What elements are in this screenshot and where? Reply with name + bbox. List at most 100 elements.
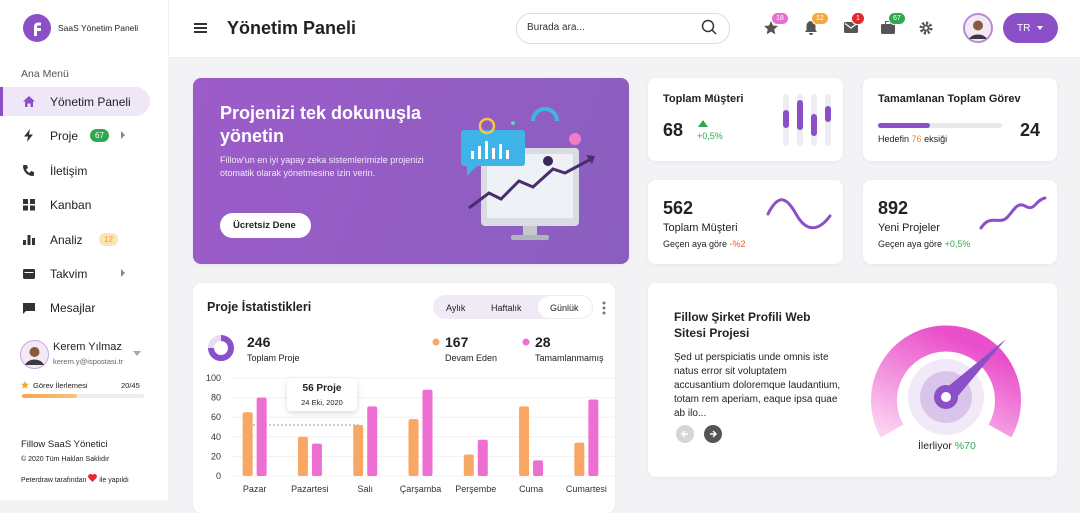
search-placeholder: Burada ara... [527, 22, 585, 33]
calendar-icon [23, 269, 35, 279]
section-title: Ana Menü [21, 68, 69, 80]
stat-note: Geçen aya göre -%2 [663, 239, 746, 249]
menu-item[interactable]: Kanban [50, 198, 92, 212]
language-label: TR [1017, 23, 1031, 34]
summary-label: Devam Eden [445, 353, 498, 363]
goal-note: Hedefin 76 eksiği [878, 134, 947, 144]
notification-badge: 18 [771, 12, 789, 25]
heart-icon [88, 474, 98, 482]
menu-item[interactable]: İletişim [50, 164, 88, 178]
tab[interactable]: Haftalık [491, 303, 522, 313]
brand: SaaS Yönetim Paneli [58, 23, 139, 33]
credit-text: Peterdraw tarafından [21, 477, 87, 484]
progress-fill [22, 394, 77, 398]
search-icon[interactable] [701, 19, 717, 35]
star-button[interactable] [764, 21, 778, 35]
dropdown-arrow[interactable] [133, 351, 141, 356]
chart-icon [23, 235, 35, 245]
more-button[interactable] [602, 301, 606, 315]
mini-bars [783, 94, 831, 146]
chevron [121, 269, 125, 277]
note-text: Hedefin [878, 134, 910, 144]
home-icon [23, 96, 35, 107]
project-title: Fillow Şirket Profili Web Sitesi Projesi [674, 310, 811, 340]
footer-credit: Peterdraw tarafından ile yapıldı [21, 474, 129, 484]
search-box[interactable] [516, 13, 730, 44]
gauge-label: İlerliyor %70 [918, 440, 976, 452]
carousel-nav[interactable] [675, 424, 725, 444]
stat-card: Tamamlanan Toplam Görev Hedefin 76 eksiğ… [863, 78, 1057, 161]
stat-label: Yeni Projeler [878, 222, 940, 234]
project-stats-card: Proje İstatistikleri Aylık Haftalık Günl… [193, 283, 615, 513]
phone-icon [23, 165, 34, 176]
progress-track [22, 394, 144, 398]
stat-note: Geçen aya göre +0,5% [878, 239, 970, 249]
banner-button[interactable] [220, 213, 311, 238]
bolt-icon [24, 129, 33, 142]
trend-up-icon [698, 120, 708, 127]
menu-item[interactable]: Proje [50, 129, 79, 143]
gauge [871, 325, 1021, 438]
stat-value: 892 [878, 198, 909, 218]
logo[interactable] [23, 14, 51, 42]
notification-badge: 1 [851, 12, 865, 25]
credit-text: ile yapıldı [99, 477, 129, 484]
tab[interactable]: Günlük [550, 303, 579, 313]
page-title: Yönetim Paneli [227, 18, 357, 38]
stat-title: Tamamlanan Toplam Görev [878, 93, 1021, 105]
stat-title: Toplam Müşteri [663, 93, 744, 105]
active-tab [538, 296, 592, 318]
footer-copyright: © 2020 Tüm Hakları Saklıdır [21, 456, 110, 463]
grid-icon [23, 199, 35, 211]
summary-label: Tamamlanmamış [535, 353, 604, 363]
banner-illustration [461, 107, 595, 240]
notification-badge: 67 [888, 12, 906, 25]
progress-label: Görev İlerlemesi [33, 381, 88, 390]
user-email: kerem.y@ispostasi.tr [53, 357, 124, 366]
chevron [121, 131, 125, 139]
card-title: Proje İstatistikleri [207, 300, 312, 314]
mail-button[interactable] [844, 22, 858, 34]
footer-app: Fillow SaaS Yönetici [21, 439, 108, 450]
header-avatar[interactable] [963, 13, 993, 43]
stat-value: 24 [1020, 120, 1041, 140]
banner-button-label: Ücretsiz Dene [233, 220, 296, 231]
stat-change: +0,5% [697, 131, 723, 141]
user-name: Kerem Yılmaz [53, 341, 122, 353]
note-text: Geçen aya göre [663, 239, 728, 249]
project-text: Şed ut perspiciatis unde omnis iste natu… [674, 352, 841, 419]
settings-button[interactable] [919, 21, 933, 35]
stat-change: +0,5% [944, 239, 971, 249]
menu-badge: 12 [99, 233, 118, 246]
sidebar: SaaS Yönetim Paneli Ana Menü Yönetim Pan… [0, 0, 168, 500]
tab[interactable]: Aylık [446, 303, 466, 313]
summary-value: 246 [247, 334, 271, 350]
tooltip-date: 24 Eki, 2020 [301, 398, 343, 407]
tooltip [287, 378, 357, 411]
stat-card: Toplam Müşteri 68 +0,5% [648, 78, 843, 161]
star-icon [21, 381, 29, 389]
banner: Projenizi tek dokunuşla yönetin Fillow'u… [193, 78, 629, 264]
menu-item[interactable]: Yönetim Paneli [50, 95, 131, 109]
active-indicator [0, 87, 3, 116]
banner-text: Fillow'un en iyi yapay zeka sistemlerimi… [220, 155, 424, 178]
menu-toggle[interactable] [194, 22, 207, 34]
language-arrow [1037, 26, 1043, 30]
sparkline [979, 196, 1047, 230]
stat-change: -%2 [729, 239, 746, 249]
sparkline [766, 198, 832, 230]
user-avatar[interactable] [20, 340, 49, 369]
status-value: %70 [954, 440, 976, 452]
project-card: Fillow Şirket Profili Web Sitesi Projesi… [648, 283, 1057, 477]
summary-value: 167 [445, 334, 469, 350]
language-button[interactable] [1003, 13, 1058, 43]
donut [208, 335, 234, 361]
menu-item[interactable]: Analiz [50, 233, 83, 247]
summary-label: Toplam Proje [247, 353, 300, 363]
status-text: İlerliyor [918, 440, 952, 452]
menu-item[interactable]: Takvim [50, 267, 88, 281]
menu-item[interactable]: Mesajlar [50, 301, 96, 315]
tooltip-value: 56 Proje [302, 383, 342, 394]
stat-card: 892 Yeni Projeler Geçen aya göre +0,5% [863, 180, 1057, 264]
